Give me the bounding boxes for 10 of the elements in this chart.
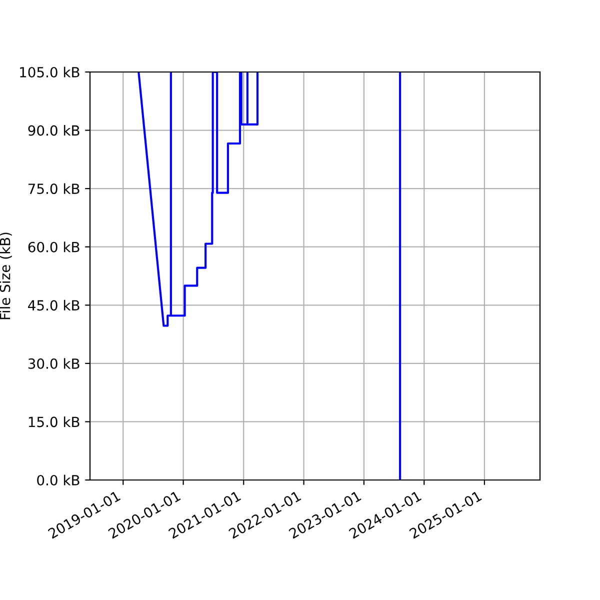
y-tick-label: 60.0 kB: [28, 242, 80, 252]
y-tick-label: 90.0 kB: [28, 125, 80, 136]
y-tick-label: 45.0 kB: [28, 300, 80, 311]
y-tick-label: 75.0 kB: [28, 183, 80, 194]
y-tick-label: 30.0 kB: [28, 358, 80, 369]
line-series: [138, 72, 259, 327]
y-tick-label: 105.0 kB: [20, 66, 80, 78]
y-tick-label: 15.0 kB: [28, 416, 80, 428]
y-tick-label: 0.0 kB: [37, 474, 80, 486]
y-axis-title: File Size (kB): [0, 232, 12, 320]
